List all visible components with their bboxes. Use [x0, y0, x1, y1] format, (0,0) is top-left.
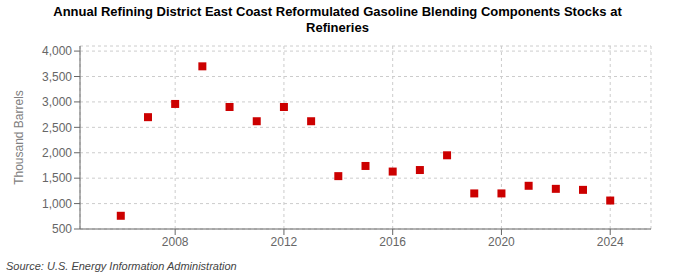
- html-text:Annual Refining District East: Annual Refining District East Coast Refo…: [53, 4, 622, 19]
- svg-text:2,000: 2,000: [42, 146, 72, 160]
- svg-text:2008: 2008: [162, 235, 189, 249]
- svg-text:1,500: 1,500: [42, 171, 72, 185]
- svg-text:2012: 2012: [271, 235, 298, 249]
- svg-text:Thousand Barrels: Thousand Barrels: [12, 90, 26, 185]
- svg-text:2016: 2016: [379, 235, 406, 249]
- svg-text:1,000: 1,000: [42, 197, 72, 211]
- svg-text:2020: 2020: [488, 235, 515, 249]
- svg-text:3,500: 3,500: [42, 70, 72, 84]
- svg-text:500: 500: [52, 222, 72, 236]
- svg-text:4,000: 4,000: [42, 44, 72, 58]
- html-text:Refineries: Refineries: [306, 20, 369, 35]
- svg-text:2,500: 2,500: [42, 121, 72, 135]
- svg-text:3,000: 3,000: [42, 95, 72, 109]
- html-text:Source: U.S. Energy Informatio: Source: U.S. Energy Information Administ…: [6, 260, 237, 272]
- svg-text:2024: 2024: [597, 235, 624, 249]
